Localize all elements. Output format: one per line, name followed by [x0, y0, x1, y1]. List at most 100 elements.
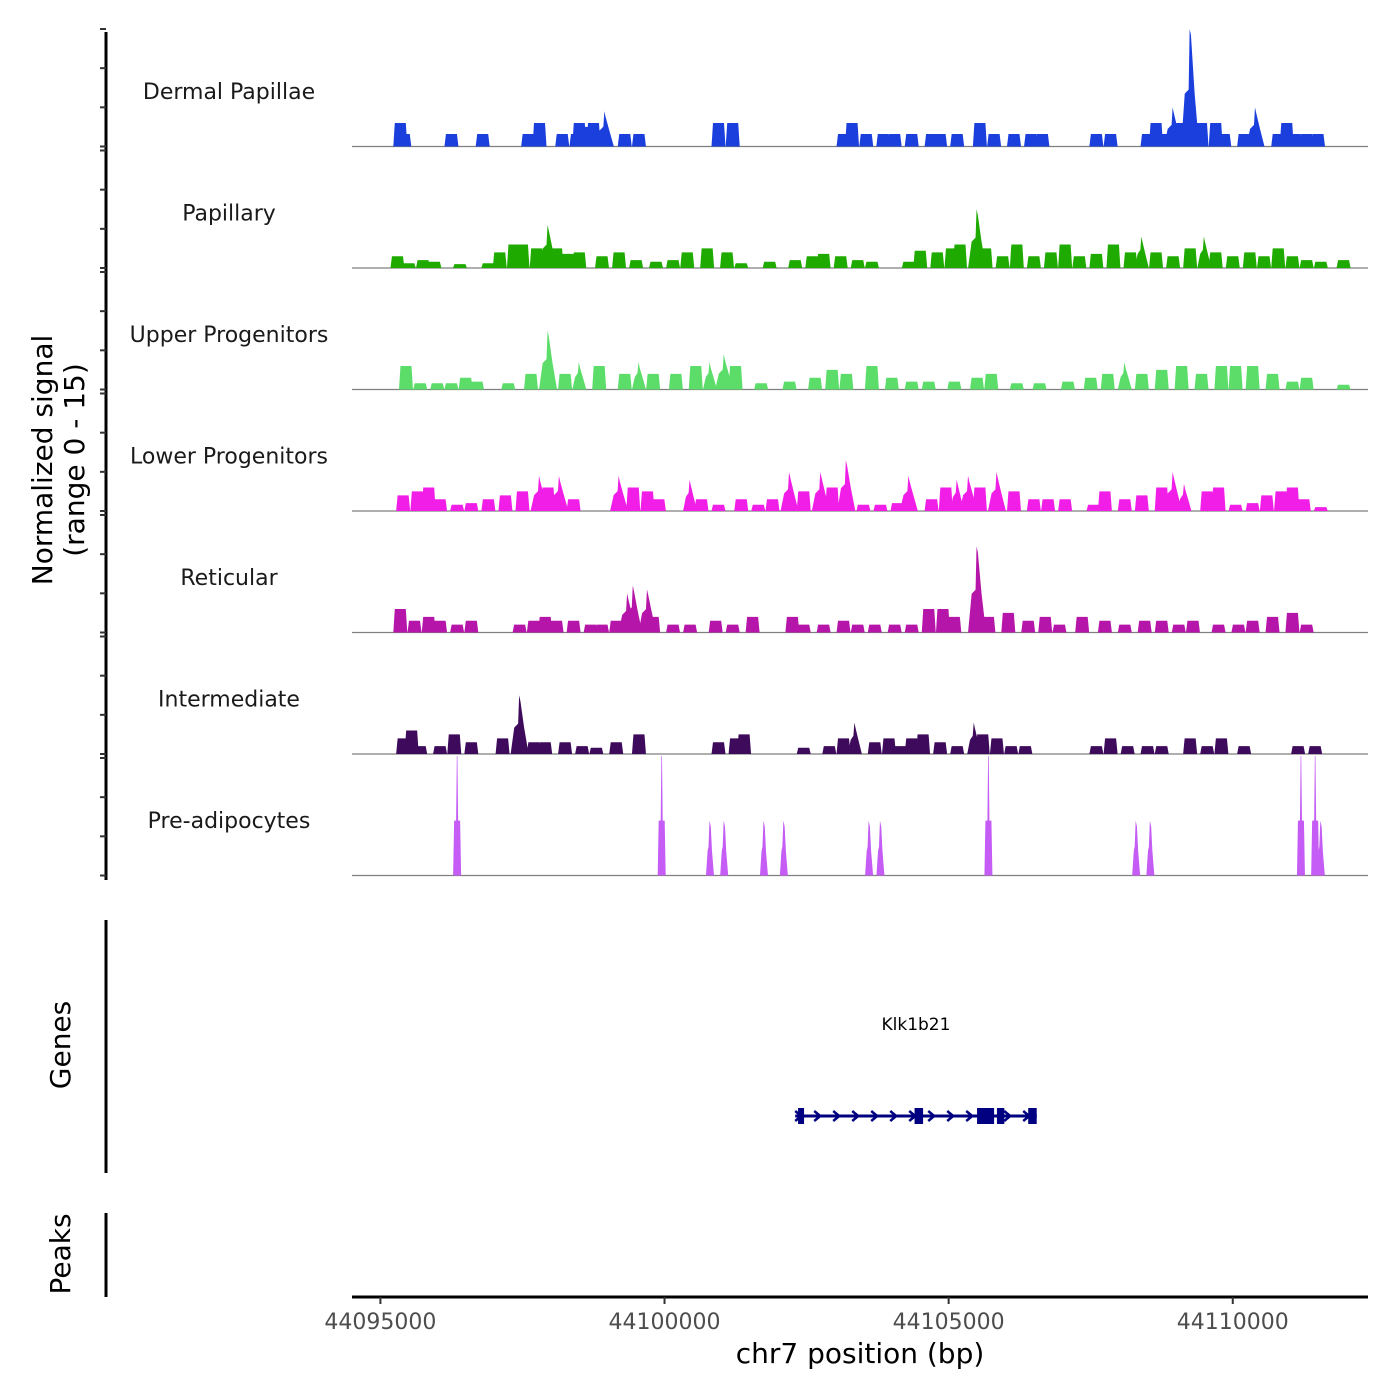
gene-label: Klk1b21: [881, 1015, 950, 1035]
signal-peak: [867, 624, 882, 633]
gene-exon: [798, 1108, 805, 1124]
signal-peak: [1154, 487, 1169, 511]
signal-peak: [1058, 244, 1073, 268]
signal-peak: [989, 738, 1004, 754]
signal-peak: [1041, 499, 1056, 511]
signal-peak: [1149, 252, 1164, 268]
signal-peak: [532, 123, 547, 147]
signal-peak: [501, 383, 516, 390]
signal-peak: [1211, 624, 1226, 633]
signal-peak: [1242, 252, 1257, 268]
signal-peak: [481, 263, 496, 268]
signal-peak: [1194, 123, 1209, 147]
signal-peak: [539, 330, 558, 390]
signal-peak: [1200, 491, 1215, 511]
track-label: Papillary: [182, 202, 276, 227]
signal-peak: [1075, 616, 1090, 633]
signal-peak: [702, 362, 717, 390]
signal-peak: [933, 133, 948, 147]
signal-peak: [884, 377, 899, 390]
signal-peak: [631, 133, 646, 147]
signal-peak: [887, 133, 902, 147]
strand-arrow-icon: [927, 1110, 937, 1122]
track-papillary: Papillary: [182, 202, 1368, 269]
signal-peak: [558, 742, 573, 754]
signal-peak: [396, 495, 411, 511]
signal-peak: [711, 123, 726, 147]
signal-peak: [864, 261, 879, 268]
signal-peak: [1072, 256, 1087, 268]
signal-peak: [904, 133, 919, 147]
signal-peak: [782, 381, 797, 390]
strand-arrow-icon: [965, 1110, 975, 1122]
signal-peak: [1288, 133, 1303, 147]
signal-peak: [836, 620, 851, 633]
signal-peak: [837, 460, 856, 511]
signal-peak: [1185, 620, 1200, 633]
signal-peak: [822, 746, 837, 754]
signal-peak: [433, 499, 448, 511]
signal-peak: [617, 373, 632, 390]
signal-peak: [921, 609, 936, 633]
signal-peak: [899, 475, 918, 511]
signal-peak: [512, 624, 527, 633]
track-intermediate: Intermediate: [158, 688, 1368, 755]
signal-peak: [1214, 366, 1229, 390]
signal-peak: [526, 620, 541, 633]
signal-peak: [1336, 384, 1351, 390]
signal-peak: [921, 381, 936, 390]
signal-peak: [1097, 620, 1112, 633]
x-axis-ticks: 44095000 44100000 44105000 44110000: [324, 1297, 1289, 1335]
signal-peak: [413, 746, 428, 754]
signal-peak: [1299, 624, 1314, 633]
signal-peak: [1058, 499, 1073, 511]
signal-peak: [1032, 383, 1047, 390]
signal-peak: [1021, 620, 1036, 633]
signal-peak: [566, 499, 581, 511]
signal-peak: [805, 256, 820, 268]
signal-peak: [1259, 495, 1274, 511]
signal-peak: [1083, 377, 1098, 390]
signal-peak: [711, 742, 726, 754]
signal-peak: [785, 616, 800, 633]
signal-peak: [1103, 738, 1118, 754]
track-reticular: Reticular: [180, 546, 1368, 634]
signal-peak: [811, 471, 830, 511]
signal-peak: [1132, 820, 1141, 876]
signal-peak: [390, 256, 405, 268]
peaks-title: Peaks: [44, 1213, 77, 1294]
signal-peak: [751, 504, 766, 511]
signal-peak: [745, 616, 760, 633]
signal-peak: [995, 256, 1010, 268]
signal-peak: [959, 475, 978, 511]
signal-peak: [612, 252, 627, 268]
signal-peak: [1043, 252, 1058, 268]
signal-peak: [759, 820, 768, 876]
track-label: Pre-adipocytes: [148, 809, 311, 834]
signal-peak: [583, 624, 598, 633]
signal-peak: [1197, 236, 1212, 268]
signal-peak: [935, 609, 950, 633]
gene-track: Klk1b21: [794, 1015, 1037, 1124]
signal-peak: [1089, 133, 1104, 147]
signal-peak: [762, 261, 777, 268]
signal-peak: [725, 624, 740, 633]
gene-klk1b21: Klk1b21: [794, 1015, 1037, 1124]
signal-peak: [1285, 381, 1300, 390]
signal-peak: [397, 133, 412, 147]
track-lower-progenitors: Lower Progenitors: [130, 445, 1368, 512]
signal-peak: [1194, 373, 1209, 390]
signal-peak: [413, 383, 428, 390]
signal-peak: [688, 366, 703, 390]
signal-peak: [825, 369, 840, 390]
signal-peak: [1308, 746, 1323, 754]
signal-peak: [978, 248, 993, 268]
signal-peak: [725, 123, 740, 147]
signal-peak: [444, 383, 459, 390]
signal-peak: [1001, 612, 1016, 633]
track-label: Lower Progenitors: [130, 445, 328, 470]
signal-peak: [1200, 746, 1215, 754]
signal-peak: [1086, 504, 1101, 511]
signal-peak: [1257, 256, 1272, 268]
